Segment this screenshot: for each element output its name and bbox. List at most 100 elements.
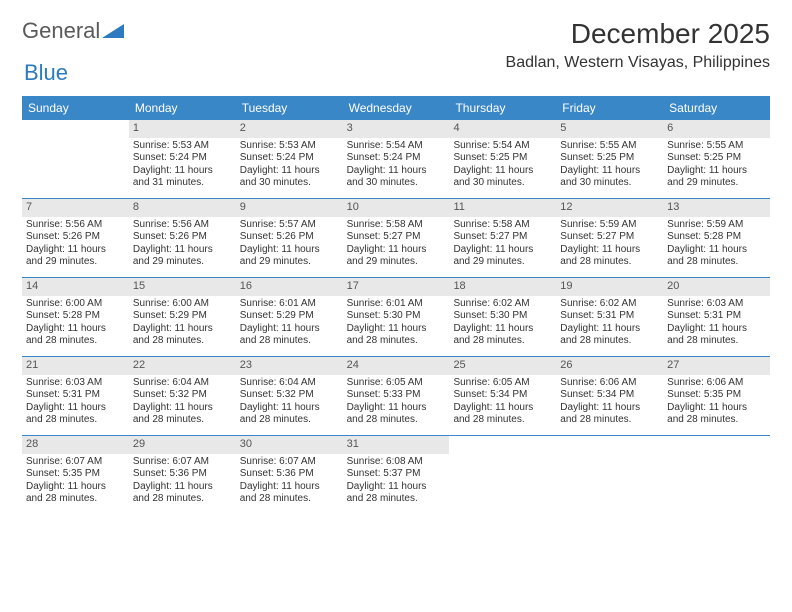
week-row: 28Sunrise: 6:07 AMSunset: 5:35 PMDayligh… (22, 436, 770, 514)
day-header: Thursday (449, 96, 556, 120)
day-number: 29 (129, 436, 236, 454)
daylight-text: Daylight: 11 hours and 28 minutes. (240, 481, 339, 506)
month-title: December 2025 (506, 18, 770, 50)
sunrise-text: Sunrise: 6:06 AM (667, 377, 766, 390)
day-number: 18 (449, 278, 556, 296)
sunset-text: Sunset: 5:28 PM (26, 310, 125, 323)
daylight-text: Daylight: 11 hours and 30 minutes. (347, 165, 446, 190)
day-cell: 28Sunrise: 6:07 AMSunset: 5:35 PMDayligh… (22, 436, 129, 514)
sunset-text: Sunset: 5:25 PM (667, 152, 766, 165)
daylight-text: Daylight: 11 hours and 29 minutes. (26, 244, 125, 269)
sunrise-text: Sunrise: 5:53 AM (133, 140, 232, 153)
day-number: 15 (129, 278, 236, 296)
day-body: Sunrise: 5:54 AMSunset: 5:25 PMDaylight:… (449, 138, 556, 194)
sunset-text: Sunset: 5:30 PM (453, 310, 552, 323)
sunrise-text: Sunrise: 5:53 AM (240, 140, 339, 153)
sunrise-text: Sunrise: 5:59 AM (560, 219, 659, 232)
sunrise-text: Sunrise: 6:05 AM (453, 377, 552, 390)
day-number: 20 (663, 278, 770, 296)
day-body: Sunrise: 6:02 AMSunset: 5:30 PMDaylight:… (449, 296, 556, 352)
sunset-text: Sunset: 5:31 PM (667, 310, 766, 323)
daylight-text: Daylight: 11 hours and 28 minutes. (453, 323, 552, 348)
day-cell: 3Sunrise: 5:54 AMSunset: 5:24 PMDaylight… (343, 120, 450, 198)
sunrise-text: Sunrise: 6:06 AM (560, 377, 659, 390)
sunset-text: Sunset: 5:25 PM (560, 152, 659, 165)
week-row: 7Sunrise: 5:56 AMSunset: 5:26 PMDaylight… (22, 199, 770, 278)
daylight-text: Daylight: 11 hours and 29 minutes. (133, 244, 232, 269)
sunrise-text: Sunrise: 5:58 AM (347, 219, 446, 232)
day-cell: 25Sunrise: 6:05 AMSunset: 5:34 PMDayligh… (449, 357, 556, 435)
day-cell: 26Sunrise: 6:06 AMSunset: 5:34 PMDayligh… (556, 357, 663, 435)
day-number: 26 (556, 357, 663, 375)
sunset-text: Sunset: 5:27 PM (347, 231, 446, 244)
logo-triangle-icon (102, 20, 124, 43)
day-body: Sunrise: 5:59 AMSunset: 5:27 PMDaylight:… (556, 217, 663, 273)
sunset-text: Sunset: 5:34 PM (453, 389, 552, 402)
day-body: Sunrise: 6:05 AMSunset: 5:33 PMDaylight:… (343, 375, 450, 431)
day-number: 8 (129, 199, 236, 217)
logo-text-blue: Blue (24, 60, 68, 85)
sunrise-text: Sunrise: 6:04 AM (133, 377, 232, 390)
sunrise-text: Sunrise: 6:02 AM (453, 298, 552, 311)
day-body: Sunrise: 6:00 AMSunset: 5:29 PMDaylight:… (129, 296, 236, 352)
day-body: Sunrise: 6:03 AMSunset: 5:31 PMDaylight:… (663, 296, 770, 352)
logo: General (22, 18, 126, 44)
day-body: Sunrise: 6:00 AMSunset: 5:28 PMDaylight:… (22, 296, 129, 352)
sunset-text: Sunset: 5:31 PM (26, 389, 125, 402)
sunrise-text: Sunrise: 6:07 AM (133, 456, 232, 469)
day-body: Sunrise: 6:01 AMSunset: 5:30 PMDaylight:… (343, 296, 450, 352)
day-number: 10 (343, 199, 450, 217)
day-cell: 14Sunrise: 6:00 AMSunset: 5:28 PMDayligh… (22, 278, 129, 356)
day-number: 21 (22, 357, 129, 375)
day-body: Sunrise: 5:58 AMSunset: 5:27 PMDaylight:… (449, 217, 556, 273)
daylight-text: Daylight: 11 hours and 28 minutes. (347, 481, 446, 506)
daylight-text: Daylight: 11 hours and 28 minutes. (667, 244, 766, 269)
sunrise-text: Sunrise: 6:01 AM (347, 298, 446, 311)
daylight-text: Daylight: 11 hours and 28 minutes. (560, 402, 659, 427)
location-subtitle: Badlan, Western Visayas, Philippines (506, 54, 770, 72)
daylight-text: Daylight: 11 hours and 28 minutes. (347, 402, 446, 427)
week-row: 14Sunrise: 6:00 AMSunset: 5:28 PMDayligh… (22, 278, 770, 357)
sunset-text: Sunset: 5:35 PM (667, 389, 766, 402)
calendar-grid: Sunday Monday Tuesday Wednesday Thursday… (22, 96, 770, 514)
day-header: Sunday (22, 96, 129, 120)
day-cell: 2Sunrise: 5:53 AMSunset: 5:24 PMDaylight… (236, 120, 343, 198)
day-number: 3 (343, 120, 450, 138)
daylight-text: Daylight: 11 hours and 29 minutes. (240, 244, 339, 269)
day-number: 28 (22, 436, 129, 454)
sunset-text: Sunset: 5:32 PM (133, 389, 232, 402)
day-number: 12 (556, 199, 663, 217)
day-cell: 8Sunrise: 5:56 AMSunset: 5:26 PMDaylight… (129, 199, 236, 277)
day-cell: 17Sunrise: 6:01 AMSunset: 5:30 PMDayligh… (343, 278, 450, 356)
week-row: 1Sunrise: 5:53 AMSunset: 5:24 PMDaylight… (22, 120, 770, 199)
day-number: 11 (449, 199, 556, 217)
sunrise-text: Sunrise: 6:02 AM (560, 298, 659, 311)
day-cell (663, 436, 770, 514)
day-number: 9 (236, 199, 343, 217)
daylight-text: Daylight: 11 hours and 30 minutes. (240, 165, 339, 190)
sunrise-text: Sunrise: 5:58 AM (453, 219, 552, 232)
daylight-text: Daylight: 11 hours and 28 minutes. (453, 402, 552, 427)
day-body: Sunrise: 6:08 AMSunset: 5:37 PMDaylight:… (343, 454, 450, 510)
sunrise-text: Sunrise: 6:03 AM (667, 298, 766, 311)
sunrise-text: Sunrise: 6:03 AM (26, 377, 125, 390)
day-body: Sunrise: 6:05 AMSunset: 5:34 PMDaylight:… (449, 375, 556, 431)
day-body: Sunrise: 5:53 AMSunset: 5:24 PMDaylight:… (129, 138, 236, 194)
day-cell: 21Sunrise: 6:03 AMSunset: 5:31 PMDayligh… (22, 357, 129, 435)
daylight-text: Daylight: 11 hours and 30 minutes. (560, 165, 659, 190)
day-cell: 9Sunrise: 5:57 AMSunset: 5:26 PMDaylight… (236, 199, 343, 277)
sunset-text: Sunset: 5:24 PM (133, 152, 232, 165)
sunrise-text: Sunrise: 6:05 AM (347, 377, 446, 390)
daylight-text: Daylight: 11 hours and 28 minutes. (133, 323, 232, 348)
day-cell: 23Sunrise: 6:04 AMSunset: 5:32 PMDayligh… (236, 357, 343, 435)
daylight-text: Daylight: 11 hours and 28 minutes. (133, 481, 232, 506)
daylight-text: Daylight: 11 hours and 28 minutes. (347, 323, 446, 348)
sunrise-text: Sunrise: 5:54 AM (453, 140, 552, 153)
daylight-text: Daylight: 11 hours and 28 minutes. (26, 323, 125, 348)
day-number: 2 (236, 120, 343, 138)
sunrise-text: Sunrise: 6:00 AM (26, 298, 125, 311)
daylight-text: Daylight: 11 hours and 31 minutes. (133, 165, 232, 190)
day-cell: 19Sunrise: 6:02 AMSunset: 5:31 PMDayligh… (556, 278, 663, 356)
day-number: 24 (343, 357, 450, 375)
sunrise-text: Sunrise: 6:07 AM (26, 456, 125, 469)
